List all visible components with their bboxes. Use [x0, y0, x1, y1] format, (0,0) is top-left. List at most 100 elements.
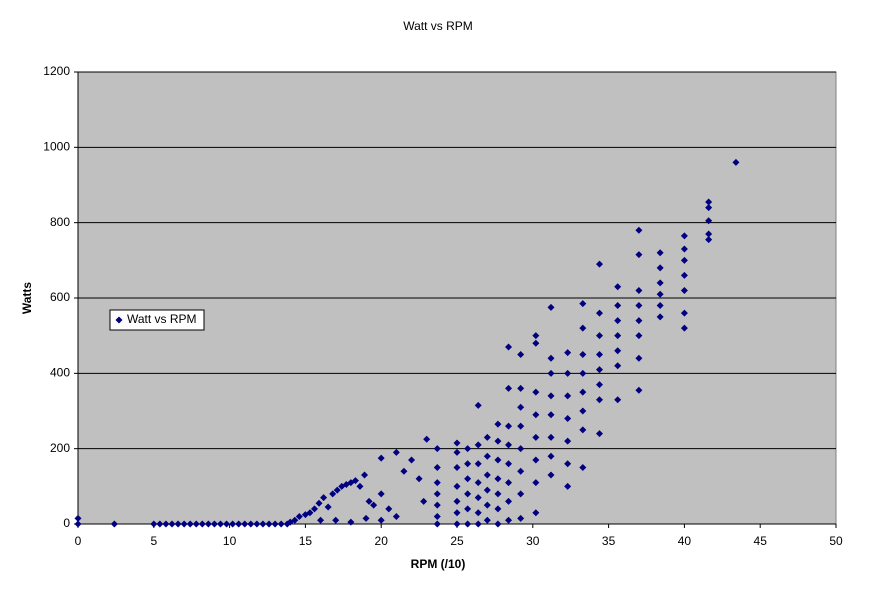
- x-tick-label: 30: [526, 534, 540, 548]
- point: [532, 388, 540, 396]
- point: [564, 437, 572, 445]
- point: [596, 366, 604, 374]
- point: [385, 505, 393, 513]
- point: [705, 236, 713, 244]
- point: [494, 456, 502, 464]
- point: [433, 479, 441, 487]
- point: [564, 415, 572, 423]
- point: [453, 448, 461, 456]
- point: [180, 520, 188, 528]
- point: [635, 317, 643, 325]
- point: [579, 300, 587, 308]
- point: [186, 520, 194, 528]
- point: [564, 392, 572, 400]
- x-tick-label: 20: [375, 534, 389, 548]
- point: [241, 520, 249, 528]
- point: [614, 396, 622, 404]
- point: [110, 520, 118, 528]
- point: [453, 520, 461, 528]
- point: [532, 509, 540, 517]
- point: [564, 349, 572, 357]
- point: [494, 475, 502, 483]
- point: [614, 362, 622, 370]
- point: [732, 158, 740, 166]
- point: [310, 505, 318, 513]
- point: [579, 407, 587, 415]
- point: [306, 509, 314, 517]
- point: [168, 520, 176, 528]
- point: [547, 471, 555, 479]
- point: [635, 386, 643, 394]
- point: [198, 520, 206, 528]
- y-tick-label: 0: [63, 516, 70, 530]
- point: [505, 479, 513, 487]
- point: [517, 351, 525, 358]
- point: [217, 520, 225, 528]
- point: [505, 497, 513, 505]
- point: [532, 339, 540, 347]
- point: [265, 520, 273, 528]
- point: [494, 490, 502, 498]
- point: [464, 505, 472, 513]
- point: [329, 490, 337, 498]
- point: [532, 411, 540, 419]
- point: [483, 452, 491, 460]
- point: [351, 477, 359, 485]
- point: [332, 516, 340, 524]
- point: [365, 497, 373, 505]
- x-tick-label: 45: [754, 534, 768, 548]
- point: [474, 520, 482, 528]
- point: [433, 464, 441, 471]
- point: [517, 384, 525, 392]
- x-tick-label: 0: [75, 534, 82, 548]
- point: [370, 501, 378, 509]
- point: [517, 445, 525, 453]
- legend-marker: [115, 316, 123, 324]
- point: [656, 264, 664, 272]
- point: [505, 384, 513, 392]
- point: [333, 486, 341, 494]
- point: [204, 520, 212, 528]
- point: [517, 467, 525, 475]
- point: [271, 520, 279, 528]
- point: [656, 290, 664, 298]
- x-tick-label: 35: [602, 534, 616, 548]
- point: [347, 518, 355, 526]
- point: [229, 520, 237, 528]
- y-axis-label: Watts: [20, 282, 34, 315]
- point: [505, 516, 513, 524]
- point: [596, 309, 604, 317]
- point: [474, 460, 482, 468]
- point: [494, 437, 502, 445]
- point: [483, 516, 491, 524]
- point: [433, 501, 441, 509]
- point: [494, 520, 502, 528]
- point: [162, 520, 170, 528]
- point: [483, 486, 491, 494]
- point: [474, 401, 482, 409]
- point: [680, 256, 688, 264]
- point: [680, 309, 688, 317]
- point: [579, 369, 587, 377]
- point: [517, 403, 525, 411]
- point: [474, 494, 482, 502]
- point: [377, 490, 385, 498]
- point: [235, 520, 243, 528]
- point: [377, 454, 385, 462]
- point: [635, 354, 643, 362]
- point: [505, 460, 513, 468]
- point: [433, 520, 441, 528]
- point: [547, 369, 555, 377]
- point: [614, 332, 622, 340]
- y-tick-label: 600: [50, 290, 70, 304]
- point: [705, 198, 713, 206]
- point: [564, 460, 572, 468]
- point: [614, 302, 622, 310]
- x-tick-label: 50: [829, 534, 843, 548]
- x-tick-label: 5: [150, 534, 157, 548]
- y-tick-label: 200: [50, 441, 70, 455]
- point: [635, 251, 643, 259]
- point: [453, 497, 461, 505]
- point: [547, 411, 555, 419]
- point: [474, 479, 482, 487]
